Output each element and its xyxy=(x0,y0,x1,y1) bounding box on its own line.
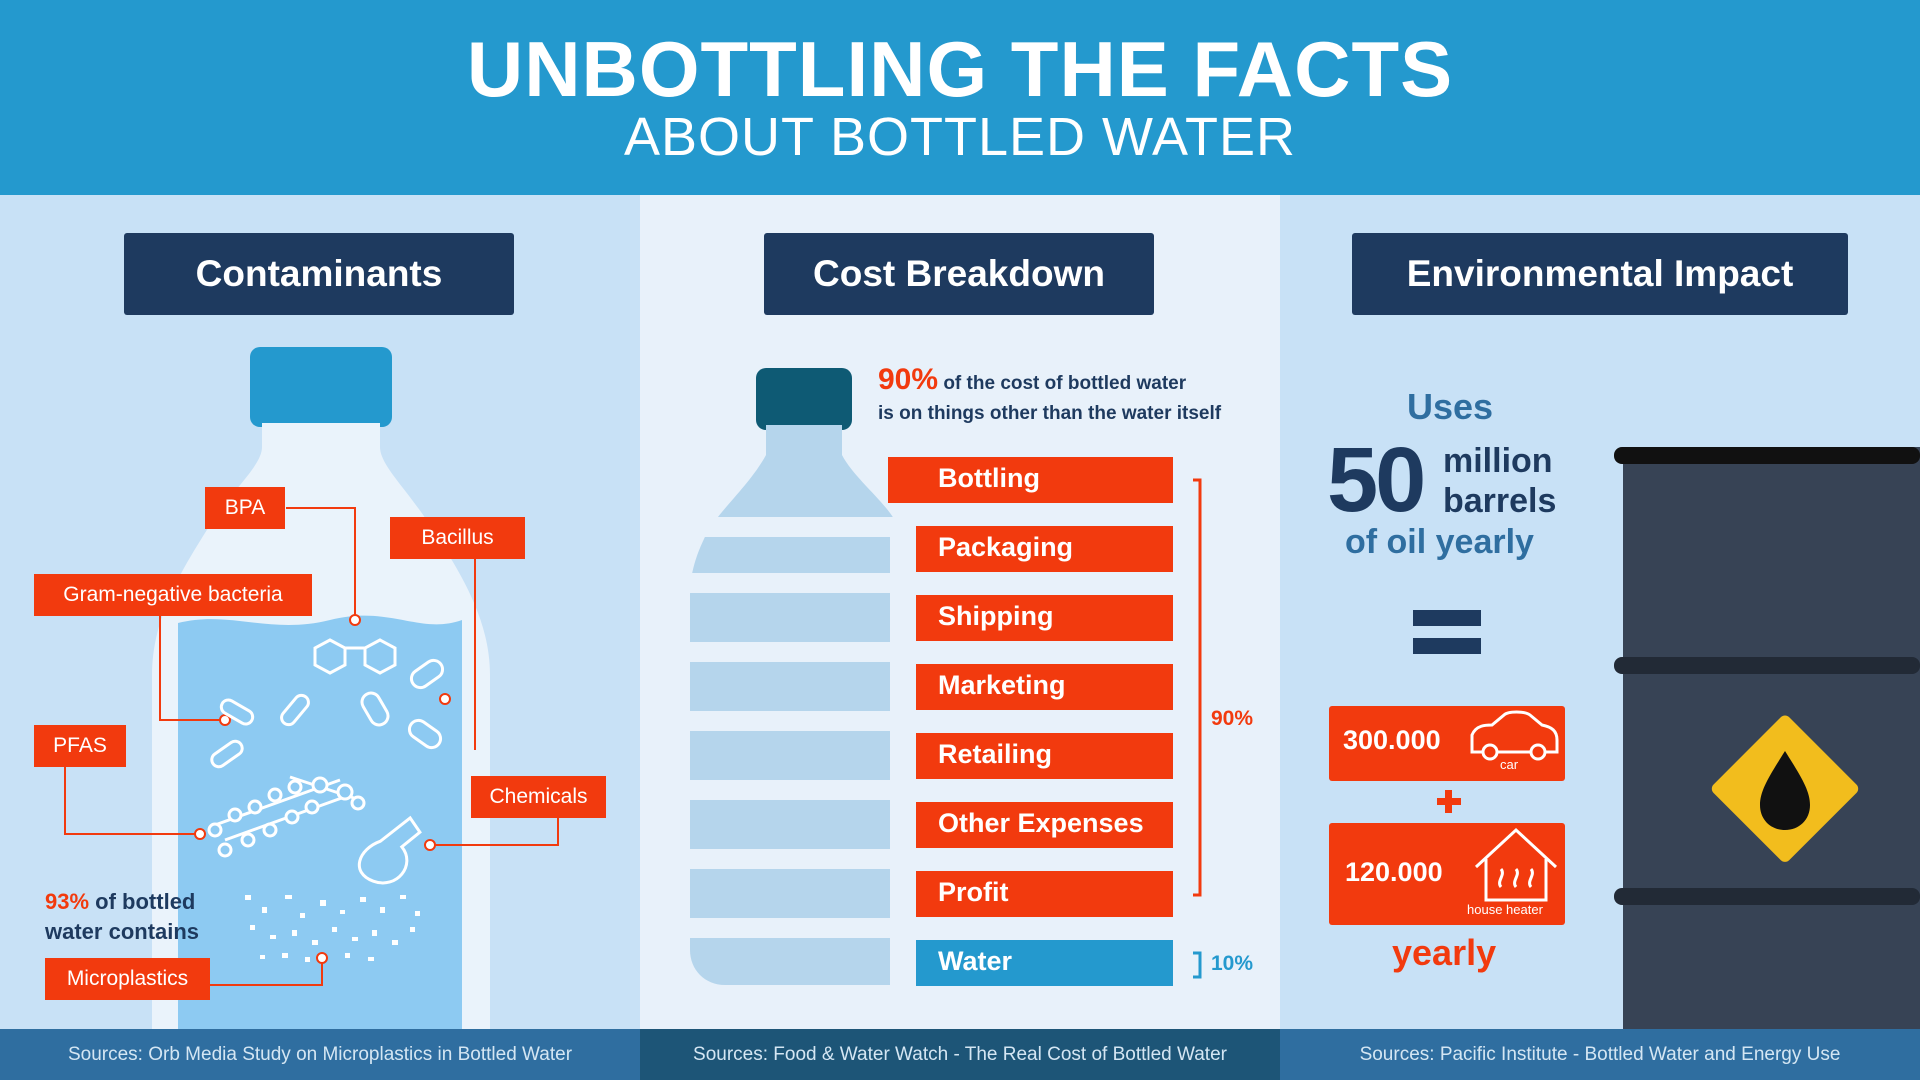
molecule-icon xyxy=(313,638,397,675)
cost-bottle-cap xyxy=(756,368,852,430)
oil-drop-icon xyxy=(1711,715,1859,862)
bar-profit: Profit xyxy=(916,871,1173,917)
header-banner: UNBOTTLING THE FACTS ABOUT BOTTLED WATER xyxy=(0,0,1920,195)
source-contaminants: Sources: Orb Media Study on Microplastic… xyxy=(0,1029,640,1080)
bar-water: Water xyxy=(916,940,1173,986)
microplastics-stat-text2: water contains xyxy=(45,919,200,944)
cars-value: 300.000 xyxy=(1343,725,1441,755)
yearly-label: yearly xyxy=(1392,932,1497,973)
million-label: million xyxy=(1443,442,1553,480)
heaters-value: 120.000 xyxy=(1345,857,1443,887)
contaminants-title: Contaminants xyxy=(124,233,514,315)
bottle-water xyxy=(178,615,462,1029)
cost-intro-line1: of the cost of bottled water xyxy=(943,373,1187,394)
tag-bacillus: Bacillus xyxy=(390,517,525,559)
tag-bpa: BPA xyxy=(205,487,285,529)
uses-label: Uses xyxy=(1407,386,1494,427)
cost-intro-line2: is on things other than the water itself xyxy=(878,403,1222,424)
equals-bar-top xyxy=(1413,610,1481,626)
bar-packaging: Packaging xyxy=(916,526,1173,572)
bracket-90 xyxy=(1193,478,1202,897)
cost-bar-label: Bottling xyxy=(938,463,1040,493)
bar-bottling: Bottling xyxy=(888,457,1173,503)
environmental-impact-panel: Environmental Impact Uses 50 million bar… xyxy=(1280,195,1920,1029)
flask-icon xyxy=(357,815,422,885)
equals-bar-bottom xyxy=(1413,638,1481,654)
cars-box xyxy=(1329,706,1565,781)
bracket-10-label: 10% xyxy=(1211,952,1254,975)
cost-bar-label: Packaging xyxy=(938,532,1074,562)
contaminants-panel: Contaminants BPA Bacillus Gram-negative … xyxy=(0,195,640,1029)
bacteria-icon xyxy=(210,658,445,769)
heaters-label: house heater xyxy=(1467,902,1543,917)
cost-intro-pct: 90% xyxy=(878,363,939,396)
bar-shipping: Shipping xyxy=(916,595,1173,641)
cost-bar-label: Other Expenses xyxy=(938,808,1144,838)
tag-gram-negative-bacteria: Gram-negative bacteria xyxy=(34,574,312,616)
environmental-impact-title: Environmental Impact xyxy=(1352,233,1848,315)
big-number: 50 xyxy=(1327,429,1426,531)
of-oil-label: of oil yearly xyxy=(1345,523,1534,561)
pfas-molecule-icon xyxy=(207,775,366,858)
bracket-90-label: 90% xyxy=(1211,707,1254,730)
page-title: UNBOTTLING THE FACTS xyxy=(466,25,1454,113)
plus-v xyxy=(1445,790,1452,813)
tag-pfas: PFAS xyxy=(34,725,126,767)
cost-bar-label: Shipping xyxy=(938,601,1054,631)
cost-bar-label: Profit xyxy=(938,877,1009,907)
cost-bar-label: Retailing xyxy=(938,739,1053,769)
bar-marketing: Marketing xyxy=(916,664,1173,710)
tag-chemicals: Chemicals xyxy=(471,776,606,818)
tag-microplastics: Microplastics xyxy=(45,958,210,1000)
microplastics-stat-pct: 93% xyxy=(45,889,90,914)
microplastics-stat-text1: of bottled xyxy=(95,889,196,914)
cars-label: car xyxy=(1500,757,1519,772)
cost-bottle-illustration xyxy=(690,368,1202,985)
barrels-label: barrels xyxy=(1443,482,1557,520)
bottle-cap xyxy=(250,347,392,427)
house-heater-icon xyxy=(1474,827,1558,902)
bracket-10 xyxy=(1193,951,1202,979)
source-cost: Sources: Food & Water Watch - The Real C… xyxy=(640,1029,1280,1080)
cost-intro: 90% of the cost of bottled water is on t… xyxy=(878,365,1221,429)
car-icon xyxy=(1470,710,1559,761)
bar-retailing: Retailing xyxy=(916,733,1173,779)
oil-barrel-illustration xyxy=(1329,447,1920,1029)
bar-other-expenses: Other Expenses xyxy=(916,802,1173,848)
cost-bar-label: Water xyxy=(938,946,1013,976)
cost-bar-label: Marketing xyxy=(938,670,1066,700)
source-environment: Sources: Pacific Institute - Bottled Wat… xyxy=(1280,1029,1920,1080)
microplastic-icon xyxy=(245,895,420,962)
cost-bottle-body xyxy=(690,527,890,985)
cost-breakdown-panel: Cost Breakdown 90% of the cost of bottle… xyxy=(640,195,1280,1029)
microplastics-stat: 93% of bottled water contains xyxy=(45,887,199,947)
page-subtitle: ABOUT BOTTLED WATER xyxy=(623,107,1297,167)
million-barrels: million barrels xyxy=(1443,441,1556,521)
cost-breakdown-title: Cost Breakdown xyxy=(764,233,1154,315)
